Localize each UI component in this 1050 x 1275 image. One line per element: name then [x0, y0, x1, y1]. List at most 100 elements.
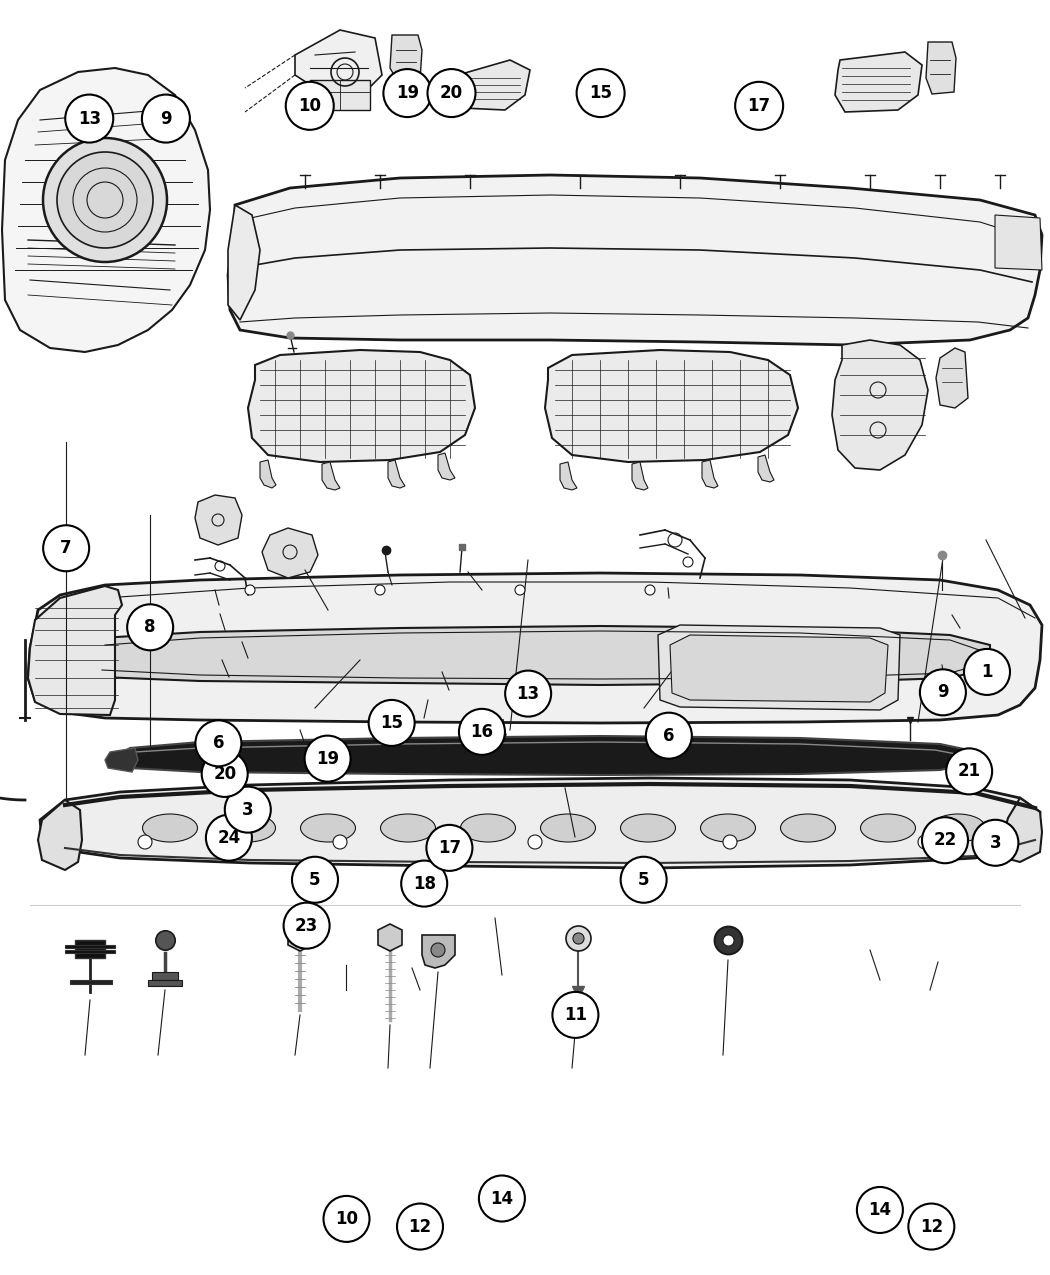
Polygon shape — [75, 940, 105, 958]
Polygon shape — [228, 205, 260, 320]
Text: 13: 13 — [78, 110, 101, 128]
Circle shape — [857, 1187, 903, 1233]
Text: 19: 19 — [396, 84, 419, 102]
Circle shape — [964, 649, 1010, 695]
Circle shape — [202, 751, 248, 797]
Circle shape — [908, 1204, 954, 1250]
Polygon shape — [560, 462, 578, 490]
Polygon shape — [702, 460, 718, 488]
Circle shape — [333, 835, 347, 849]
Circle shape — [946, 748, 992, 794]
Polygon shape — [195, 495, 242, 544]
Text: 23: 23 — [295, 917, 318, 935]
Text: 21: 21 — [958, 762, 981, 780]
Text: 5: 5 — [638, 871, 649, 889]
Polygon shape — [758, 455, 774, 482]
Circle shape — [127, 604, 173, 650]
Polygon shape — [835, 52, 922, 112]
Polygon shape — [310, 80, 370, 110]
Circle shape — [459, 709, 505, 755]
Circle shape — [57, 152, 153, 249]
Circle shape — [304, 736, 351, 782]
Circle shape — [323, 1196, 370, 1242]
Polygon shape — [390, 34, 422, 82]
Circle shape — [552, 992, 598, 1038]
Polygon shape — [450, 60, 530, 110]
Circle shape — [920, 669, 966, 715]
Text: 1: 1 — [982, 663, 992, 681]
Polygon shape — [110, 736, 980, 775]
Ellipse shape — [380, 813, 436, 842]
Circle shape — [621, 857, 667, 903]
Circle shape — [397, 1204, 443, 1250]
Circle shape — [918, 835, 932, 849]
Text: 19: 19 — [316, 750, 339, 768]
Text: 24: 24 — [217, 829, 240, 847]
Circle shape — [284, 903, 330, 949]
Text: 12: 12 — [408, 1218, 432, 1235]
Circle shape — [645, 585, 655, 595]
Polygon shape — [288, 924, 312, 951]
Polygon shape — [956, 752, 982, 771]
Polygon shape — [995, 215, 1042, 270]
Text: 20: 20 — [213, 765, 236, 783]
Circle shape — [528, 835, 542, 849]
Circle shape — [195, 720, 242, 766]
Text: 3: 3 — [989, 834, 1002, 852]
Polygon shape — [632, 462, 648, 490]
Polygon shape — [670, 635, 888, 703]
Polygon shape — [260, 460, 276, 488]
Circle shape — [286, 82, 334, 130]
Polygon shape — [65, 950, 116, 952]
Polygon shape — [378, 924, 402, 951]
Text: 18: 18 — [413, 875, 436, 892]
Circle shape — [43, 138, 167, 261]
Ellipse shape — [780, 813, 836, 842]
Polygon shape — [248, 351, 475, 462]
Polygon shape — [452, 99, 462, 115]
Circle shape — [426, 825, 472, 871]
Circle shape — [646, 713, 692, 759]
Text: 9: 9 — [160, 110, 172, 128]
Polygon shape — [148, 980, 182, 986]
Circle shape — [225, 787, 271, 833]
Polygon shape — [422, 935, 455, 968]
Circle shape — [735, 82, 783, 130]
Text: 20: 20 — [440, 84, 463, 102]
Polygon shape — [78, 626, 990, 685]
Ellipse shape — [930, 813, 986, 842]
Polygon shape — [70, 980, 112, 984]
Ellipse shape — [300, 813, 356, 842]
Polygon shape — [388, 460, 405, 488]
Text: 16: 16 — [470, 723, 494, 741]
Circle shape — [723, 835, 737, 849]
Text: 11: 11 — [564, 1006, 587, 1024]
Circle shape — [138, 835, 152, 849]
Circle shape — [383, 69, 432, 117]
Circle shape — [576, 69, 625, 117]
Text: 6: 6 — [664, 727, 674, 745]
Text: 15: 15 — [589, 84, 612, 102]
Ellipse shape — [143, 813, 197, 842]
Polygon shape — [152, 972, 179, 980]
Circle shape — [505, 671, 551, 717]
Polygon shape — [438, 453, 455, 479]
Ellipse shape — [700, 813, 756, 842]
Text: 7: 7 — [60, 539, 72, 557]
Text: 6: 6 — [213, 734, 224, 752]
Polygon shape — [38, 799, 82, 870]
Circle shape — [514, 585, 525, 595]
Polygon shape — [2, 68, 210, 352]
Polygon shape — [322, 462, 340, 490]
Circle shape — [245, 585, 255, 595]
Polygon shape — [936, 348, 968, 408]
Polygon shape — [40, 778, 1040, 868]
Ellipse shape — [861, 813, 916, 842]
Polygon shape — [28, 572, 1042, 723]
Text: 5: 5 — [310, 871, 320, 889]
Polygon shape — [228, 175, 1042, 346]
Circle shape — [65, 94, 113, 143]
Text: 8: 8 — [145, 618, 155, 636]
Polygon shape — [28, 586, 122, 715]
Text: 12: 12 — [920, 1218, 943, 1235]
